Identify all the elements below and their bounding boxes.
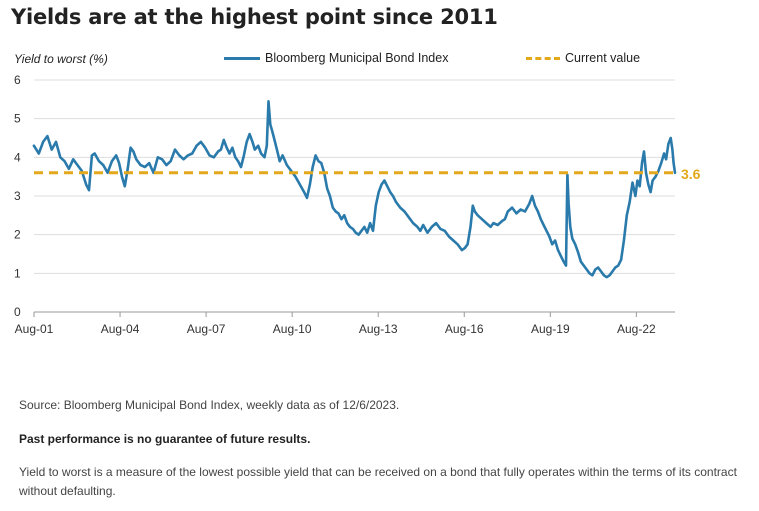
yield-to-worst-definition: Yield to worst is a measure of the lowes… (19, 465, 737, 498)
y-tick-label: 3 (14, 189, 21, 203)
y-tick-label: 2 (14, 228, 21, 242)
x-tick-label: Aug-10 (273, 322, 312, 336)
y-tick-label: 1 (14, 266, 21, 280)
legend-label-current: Current value (565, 51, 641, 65)
y-axis-label: Yield to worst (%) (14, 52, 108, 66)
y-tick-label: 0 (14, 305, 21, 319)
legend-item-index: Bloomberg Municipal Bond Index (224, 51, 448, 65)
y-tick-label: 4 (14, 150, 21, 164)
legend-item-current: Current value (526, 51, 640, 65)
x-tick-label: Aug-16 (445, 322, 484, 336)
series-line-bloomberg-municipal-bond-index (32, 100, 677, 279)
performance-disclaimer: Past performance is no guarantee of futu… (19, 432, 311, 446)
legend-swatch-current (526, 56, 560, 60)
source-note: Source: Bloomberg Municipal Bond Index, … (19, 398, 400, 412)
x-tick-label: Aug-22 (617, 322, 656, 336)
x-tick-label: Aug-01 (15, 322, 54, 336)
current-value-label: 3.6 (681, 166, 701, 182)
line-chart: 0 1 2 3 4 5 6 Aug-01 Aug-04 Aug-07 Aug-10 Aug-13 Aug… (14, 73, 701, 336)
x-tick-label: Aug-13 (359, 322, 398, 336)
x-tick-label: Aug-07 (187, 322, 226, 336)
legend-label-index: Bloomberg Municipal Bond Index (265, 51, 449, 65)
chart-title: Yields are at the highest point since 20… (11, 5, 498, 29)
y-tick-label: 5 (14, 112, 21, 126)
x-tick-label: Aug-19 (531, 322, 570, 336)
y-tick-label: 6 (14, 73, 21, 87)
x-tick-label: Aug-04 (101, 322, 140, 336)
legend-swatch-index (224, 56, 260, 60)
